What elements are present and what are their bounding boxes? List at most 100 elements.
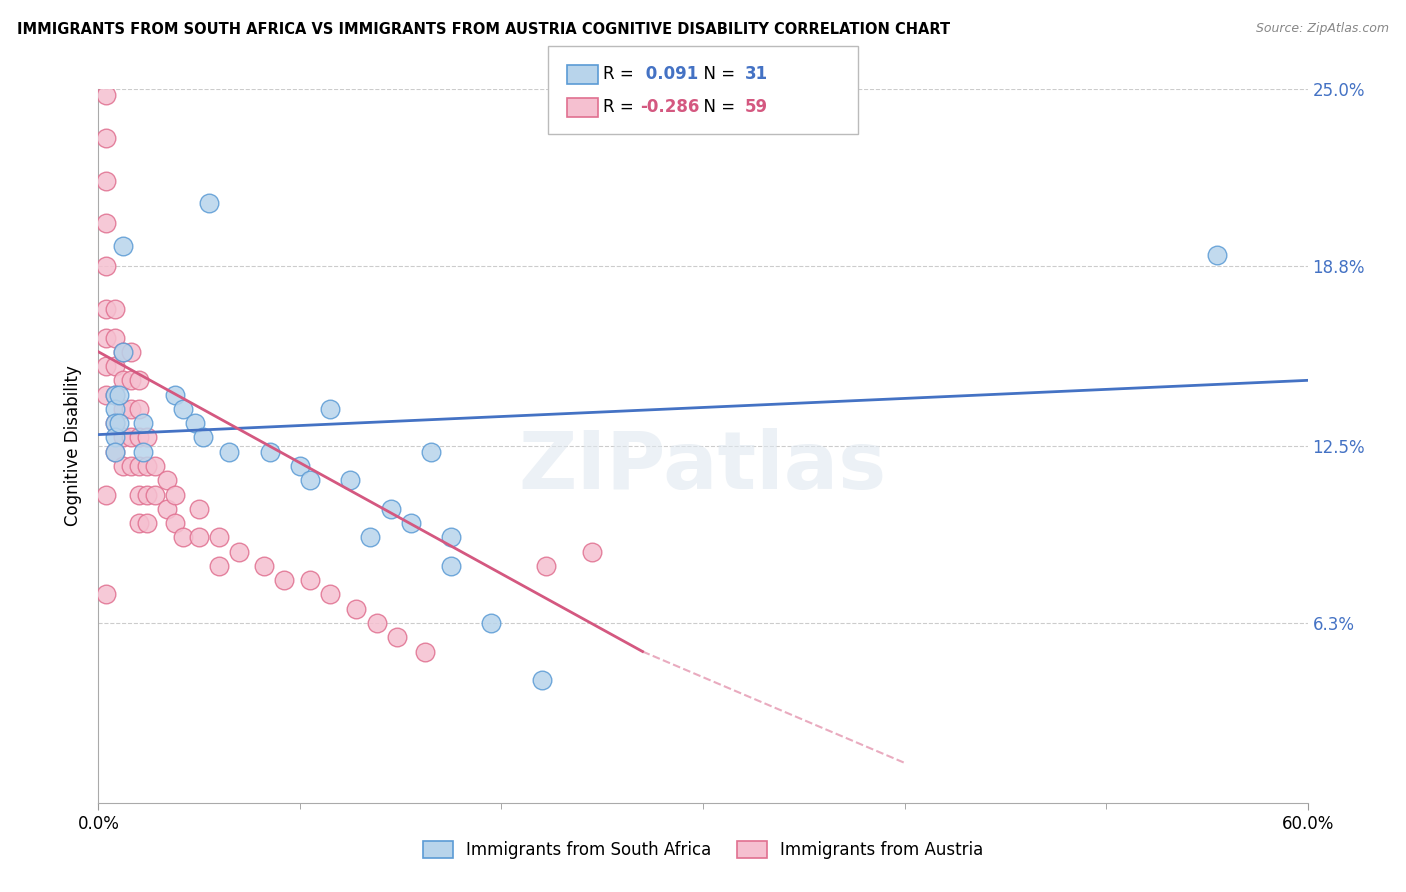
Legend: Immigrants from South Africa, Immigrants from Austria: Immigrants from South Africa, Immigrants… [416,834,990,866]
Point [128,458,150,473]
Point [530,673,553,687]
Point [184,416,207,430]
Point [163,516,186,530]
Point [581,544,603,558]
Point [103,416,125,430]
Point [259,444,281,458]
Point [103,444,125,458]
Text: 0.091: 0.091 [640,65,697,83]
Point [111,344,134,359]
Point [253,558,276,573]
Point [111,458,134,473]
Point [218,444,240,458]
Text: Source: ZipAtlas.com: Source: ZipAtlas.com [1256,22,1389,36]
Point [96,587,118,601]
Point [103,401,125,416]
Point [208,558,231,573]
Point [143,487,166,501]
Point [193,430,215,444]
Text: IMMIGRANTS FROM SOUTH AFRICA VS IMMIGRANTS FROM AUSTRIA COGNITIVE DISABILITY COR: IMMIGRANTS FROM SOUTH AFRICA VS IMMIGRAN… [17,22,950,37]
Point [96,130,118,145]
Point [172,401,194,416]
Point [132,416,155,430]
Point [120,401,142,416]
Point [420,444,443,458]
Y-axis label: Cognitive Disability: Cognitive Disability [65,366,83,526]
Point [103,387,125,401]
Point [228,544,250,558]
Point [135,487,157,501]
Point [96,173,118,187]
Point [440,558,463,573]
Point [399,516,422,530]
Text: R =: R = [603,98,640,116]
Point [111,373,134,387]
Point [103,330,125,344]
Text: -0.286: -0.286 [640,98,699,116]
Point [339,473,361,487]
Point [128,430,150,444]
Point [103,359,125,373]
Point [360,530,382,544]
Point [319,401,342,416]
Point [111,344,134,359]
Point [208,530,231,544]
Point [103,301,125,316]
Point [96,330,118,344]
Point [156,501,179,516]
Point [163,487,186,501]
Text: 31: 31 [745,65,768,83]
Point [128,373,150,387]
Point [135,516,157,530]
Point [111,239,134,253]
Point [103,444,125,458]
Point [143,458,166,473]
Point [299,473,322,487]
Point [299,573,322,587]
Point [366,615,388,630]
Point [288,458,311,473]
Point [132,444,155,458]
Point [107,416,129,430]
Point [96,387,118,401]
Point [96,216,118,230]
Point [1206,248,1229,262]
Text: R =: R = [603,65,640,83]
Text: 59: 59 [745,98,768,116]
Point [534,558,557,573]
Point [128,516,150,530]
Point [380,501,402,516]
Text: N =: N = [693,65,741,83]
Point [128,401,150,416]
Point [111,401,134,416]
Point [120,430,142,444]
Point [163,387,186,401]
Point [319,587,342,601]
Point [156,473,179,487]
Point [120,458,142,473]
Point [188,530,211,544]
Point [440,530,463,544]
Point [96,359,118,373]
Point [107,387,129,401]
Text: N =: N = [693,98,741,116]
Point [103,416,125,430]
Point [344,601,367,615]
Point [198,196,221,211]
Point [128,487,150,501]
Point [135,458,157,473]
Point [385,630,408,644]
Point [413,644,436,658]
Point [103,430,125,444]
Text: ZIPatlas: ZIPatlas [519,428,887,507]
Point [188,501,211,516]
Point [273,573,295,587]
Point [120,344,142,359]
Point [172,530,194,544]
Point [135,430,157,444]
Point [481,615,503,630]
Point [96,87,118,102]
Point [120,373,142,387]
Point [103,387,125,401]
Point [96,259,118,273]
